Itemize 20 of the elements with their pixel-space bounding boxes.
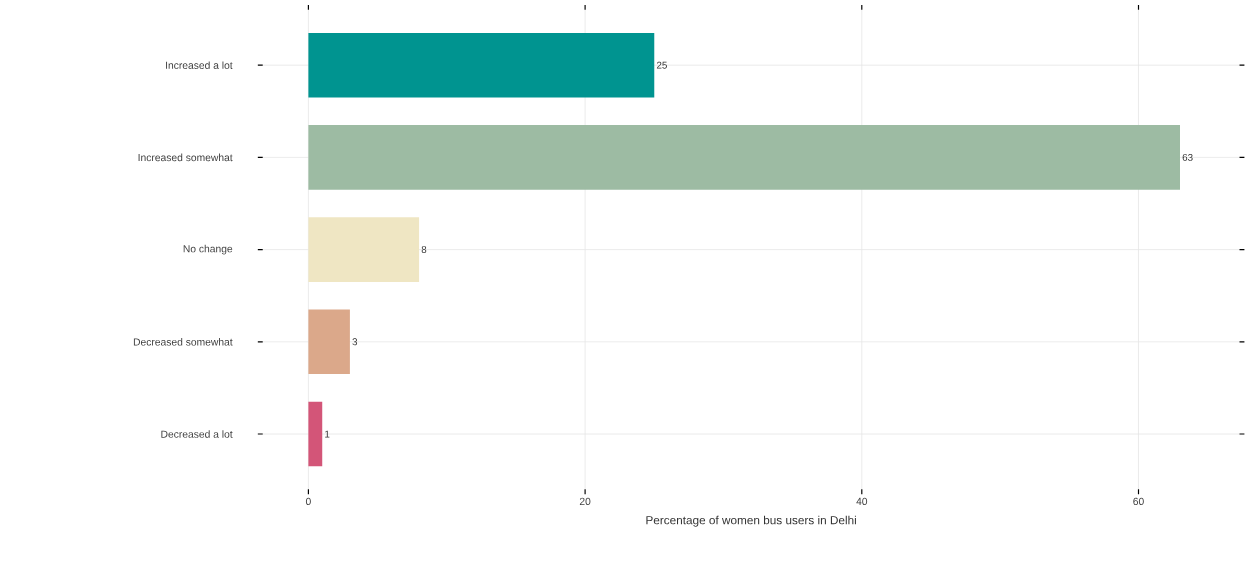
x-tick-label: 40 (856, 497, 868, 506)
bar (308, 125, 1180, 190)
bar (308, 217, 420, 282)
y-tick-label: Increased somewhat (138, 153, 233, 162)
y-tick-label: Decreased somewhat (133, 338, 233, 346)
y-tick-label: Decreased a lot (161, 430, 233, 438)
bar (308, 32, 655, 98)
y-tick-label: No change (183, 244, 233, 255)
data-label: 1 (325, 430, 330, 438)
y-tick-label: Increased a lot (166, 61, 233, 69)
bar (308, 309, 350, 375)
bar (308, 401, 323, 467)
data-label: 25 (656, 61, 667, 69)
data-label: 3 (352, 338, 358, 346)
x-axis-title: Percentage of women bus users in Delhi (646, 515, 856, 527)
data-label: 8 (421, 246, 427, 254)
x-tick-label: 60 (1133, 497, 1144, 506)
x-tick-label: 0 (305, 497, 311, 506)
data-label: 63 (1182, 153, 1193, 161)
x-tick-label: 20 (579, 497, 591, 506)
